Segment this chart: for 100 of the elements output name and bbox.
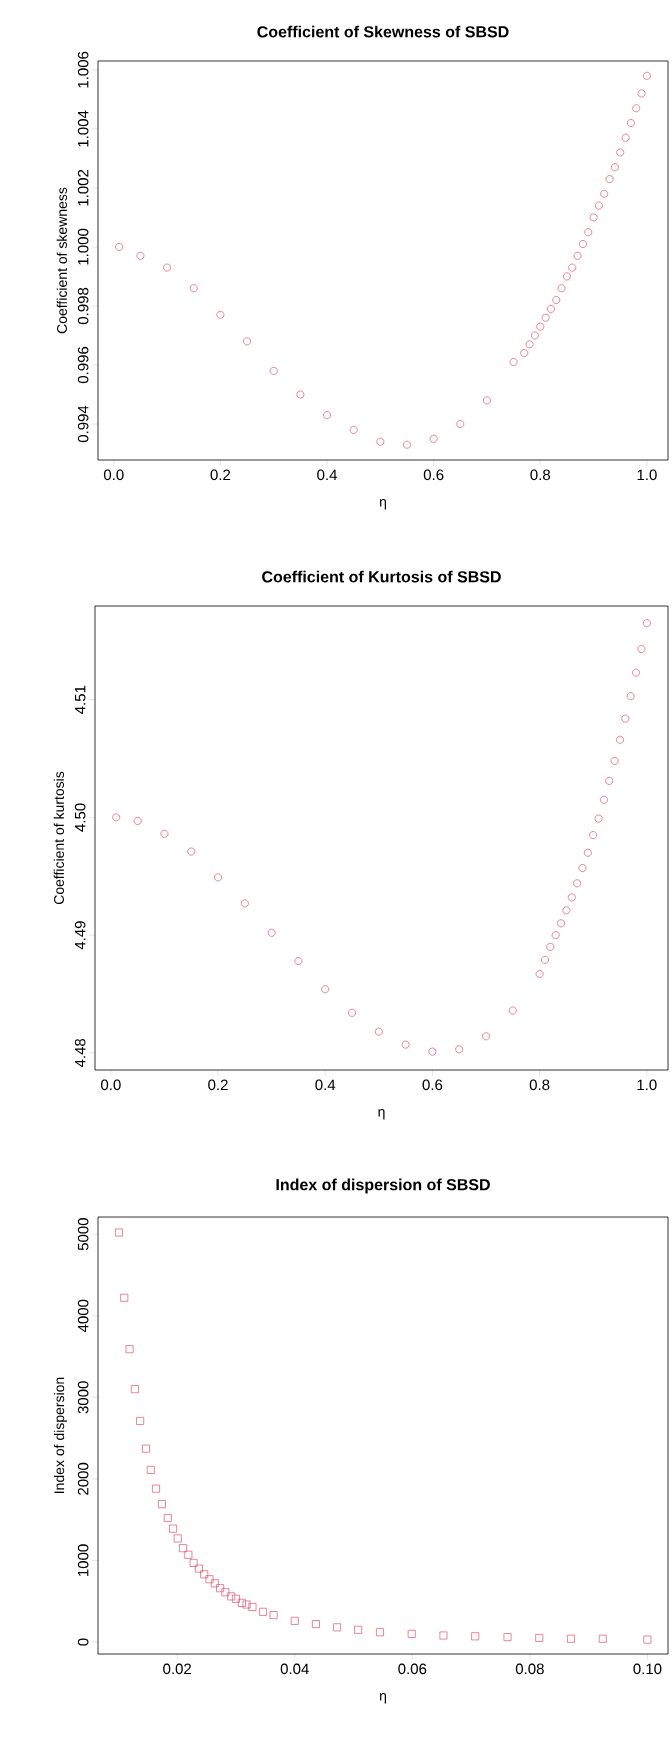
point [321, 985, 330, 994]
point [248, 1603, 257, 1611]
point [535, 1634, 544, 1642]
point [584, 228, 593, 237]
x-axis-title: η [379, 499, 386, 510]
y-tick-label: 4.49 [74, 921, 86, 950]
point [136, 1417, 145, 1425]
point [216, 1584, 225, 1593]
y-tick-label: 1.002 [77, 169, 89, 206]
point [269, 1611, 278, 1620]
point [557, 284, 566, 293]
point [616, 735, 624, 744]
point [376, 1628, 384, 1637]
point [643, 1635, 652, 1644]
point [573, 251, 582, 260]
y-tick-label: 0.996 [77, 346, 89, 384]
point [562, 272, 571, 281]
point [200, 1570, 209, 1579]
point [407, 1629, 416, 1638]
point [552, 296, 561, 304]
point [194, 1564, 203, 1573]
point [557, 919, 565, 928]
point [455, 1045, 464, 1054]
x-axis-title: η [379, 1693, 386, 1704]
x-tick-label: 0.4 [315, 1079, 336, 1091]
point [173, 1534, 182, 1543]
point [115, 242, 124, 251]
point [333, 1623, 342, 1632]
y-tick-label: 4000 [77, 1299, 89, 1333]
point [290, 1616, 299, 1625]
point [594, 201, 603, 210]
point [583, 848, 592, 857]
point [637, 89, 646, 98]
point [403, 440, 411, 449]
x-axis-title: η [378, 1109, 385, 1120]
y-tick-label: 5000 [77, 1218, 89, 1251]
point [568, 263, 577, 272]
point [616, 148, 625, 157]
point [573, 879, 582, 888]
point [536, 322, 545, 331]
point [562, 906, 571, 915]
y-tick-label: 0.998 [77, 287, 89, 325]
point [216, 310, 225, 319]
point [210, 1579, 219, 1588]
point [589, 213, 598, 222]
point [120, 1293, 129, 1302]
point [205, 1575, 214, 1584]
y-tick-label: 4.50 [74, 803, 86, 832]
point [187, 847, 196, 856]
point [599, 795, 608, 804]
point [482, 1032, 490, 1041]
point [632, 668, 641, 677]
point [348, 1008, 356, 1017]
point [483, 396, 491, 405]
point [610, 163, 619, 172]
point [546, 304, 555, 313]
y-tick-label: 4.48 [74, 1038, 86, 1068]
point [189, 284, 198, 293]
point [509, 358, 518, 366]
point [294, 957, 303, 965]
x-tick-label: 0.04 [280, 1663, 309, 1675]
x-tick-label: 0.0 [103, 469, 124, 481]
point [503, 1633, 512, 1642]
point [429, 434, 438, 443]
x-tick-label: 0.2 [208, 1079, 228, 1091]
point [157, 1500, 166, 1509]
x-tick-label: 0.2 [210, 469, 231, 481]
chart-title: Coefficient of Kurtosis of SBSD [262, 570, 501, 583]
point [354, 1625, 363, 1634]
point [179, 1544, 188, 1553]
y-tick-label: 0.994 [77, 405, 89, 443]
point [642, 71, 651, 80]
x-tick-label: 0.8 [529, 1079, 550, 1091]
point [232, 1594, 240, 1603]
point [637, 645, 646, 654]
point [242, 1600, 251, 1609]
x-tick-label: 0.6 [423, 469, 444, 481]
y-tick-label: 1.004 [77, 110, 89, 147]
point [428, 1047, 437, 1056]
point [112, 813, 121, 822]
y-axis-title: Coefficient of skewness [56, 187, 67, 334]
x-tick-label: 1.0 [637, 469, 657, 481]
point [259, 1607, 267, 1616]
point [541, 955, 549, 964]
point [626, 119, 635, 127]
point [621, 133, 630, 142]
point [296, 390, 305, 399]
point [578, 240, 587, 248]
y-tick-label: 1000 [77, 1544, 89, 1576]
point [508, 1006, 517, 1015]
point [551, 931, 560, 940]
point [136, 251, 145, 260]
point [374, 1027, 383, 1036]
point [323, 411, 331, 420]
point [626, 692, 635, 701]
x-tick-label: 0.06 [398, 1663, 427, 1675]
point [642, 619, 651, 628]
point [401, 1040, 410, 1049]
point [237, 1598, 246, 1607]
point [594, 814, 603, 823]
